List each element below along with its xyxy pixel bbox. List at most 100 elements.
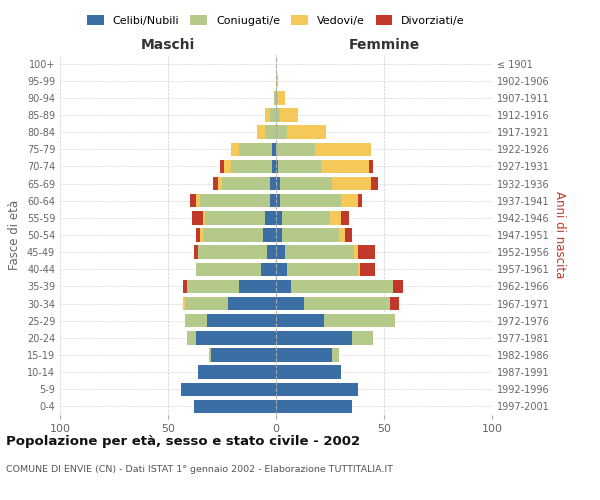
Bar (185, 297, 229, 310)
Bar (269, 108, 276, 122)
Text: Femmine: Femmine (349, 38, 419, 52)
Bar (220, 160, 224, 173)
Bar (203, 228, 263, 241)
Bar (276, 331, 352, 344)
Bar (287, 262, 358, 276)
Bar (203, 211, 205, 224)
Bar (280, 194, 341, 207)
Bar (194, 400, 276, 413)
Bar (276, 262, 287, 276)
Bar (265, 126, 276, 139)
Bar (181, 382, 276, 396)
Bar (265, 211, 276, 224)
Bar (369, 160, 373, 173)
Bar (391, 297, 399, 310)
Bar (276, 177, 280, 190)
Bar (200, 228, 203, 241)
Bar (274, 91, 276, 104)
Bar (276, 108, 280, 122)
Bar (322, 160, 369, 173)
Bar (192, 211, 203, 224)
Text: COMUNE DI ENVIE (CN) - Dati ISTAT 1° gennaio 2002 - Elaborazione TUTTITALIA.IT: COMUNE DI ENVIE (CN) - Dati ISTAT 1° gen… (6, 465, 393, 474)
Bar (187, 331, 196, 344)
Bar (211, 348, 276, 362)
Bar (352, 331, 373, 344)
Bar (276, 366, 341, 379)
Text: Maschi: Maschi (141, 38, 195, 52)
Bar (198, 246, 268, 259)
Bar (276, 280, 291, 293)
Bar (276, 211, 283, 224)
Bar (196, 331, 276, 344)
Bar (230, 142, 239, 156)
Bar (338, 228, 345, 241)
Bar (268, 246, 276, 259)
Bar (196, 262, 261, 276)
Bar (276, 400, 352, 413)
Bar (354, 246, 358, 259)
Bar (257, 126, 265, 139)
Bar (183, 297, 185, 310)
Legend: Celibi/Nubili, Coniugati/e, Vedovi/e, Divorziati/e: Celibi/Nubili, Coniugati/e, Vedovi/e, Di… (83, 10, 469, 30)
Text: Popolazione per età, sesso e stato civile - 2002: Popolazione per età, sesso e stato civil… (6, 435, 360, 448)
Bar (276, 142, 315, 156)
Bar (263, 228, 276, 241)
Bar (280, 177, 332, 190)
Bar (358, 194, 362, 207)
Bar (330, 211, 341, 224)
Bar (283, 228, 338, 241)
Bar (287, 126, 326, 139)
Bar (265, 108, 269, 122)
Bar (283, 211, 330, 224)
Bar (229, 297, 276, 310)
Bar (276, 246, 284, 259)
Y-axis label: Anni di nascita: Anni di nascita (553, 192, 566, 278)
Bar (358, 262, 360, 276)
Bar (341, 211, 349, 224)
Bar (200, 194, 269, 207)
Bar (185, 314, 207, 328)
Bar (183, 280, 187, 293)
Bar (224, 160, 230, 173)
Bar (278, 91, 284, 104)
Bar (332, 348, 338, 362)
Bar (261, 262, 276, 276)
Bar (276, 74, 278, 88)
Bar (196, 194, 200, 207)
Bar (230, 160, 272, 173)
Bar (278, 160, 322, 173)
Bar (239, 142, 272, 156)
Bar (187, 280, 239, 293)
Bar (190, 194, 196, 207)
Bar (371, 177, 377, 190)
Bar (269, 177, 276, 190)
Bar (276, 126, 287, 139)
Bar (239, 280, 276, 293)
Bar (276, 228, 283, 241)
Bar (276, 348, 332, 362)
Bar (276, 382, 358, 396)
Bar (360, 262, 376, 276)
Bar (209, 348, 211, 362)
Bar (222, 177, 269, 190)
Bar (276, 314, 323, 328)
Bar (392, 280, 403, 293)
Bar (272, 142, 276, 156)
Bar (207, 314, 276, 328)
Bar (269, 194, 276, 207)
Bar (214, 177, 218, 190)
Y-axis label: Fasce di età: Fasce di età (8, 200, 21, 270)
Bar (304, 297, 391, 310)
Bar (276, 297, 304, 310)
Bar (205, 211, 265, 224)
Bar (284, 246, 354, 259)
Bar (198, 366, 276, 379)
Bar (315, 142, 371, 156)
Bar (272, 160, 276, 173)
Bar (276, 194, 280, 207)
Bar (291, 280, 392, 293)
Bar (280, 108, 298, 122)
Bar (332, 177, 371, 190)
Bar (194, 246, 198, 259)
Bar (341, 194, 358, 207)
